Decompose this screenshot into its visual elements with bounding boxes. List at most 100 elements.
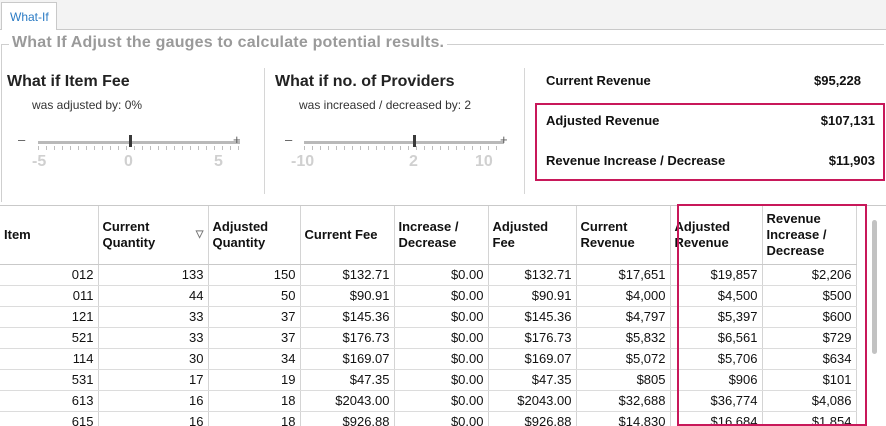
table-cell: $4,797 [576, 306, 671, 328]
table-cell: $0.00 [394, 327, 489, 349]
table-cell: $926.88 [300, 411, 395, 426]
table-cell: $47.35 [300, 369, 395, 391]
table-cell: $90.91 [300, 285, 395, 307]
table-cell: $0.00 [394, 348, 489, 370]
table-cell: $145.36 [488, 306, 577, 328]
table-cell: 16 [98, 411, 209, 426]
table-cell: $47.35 [488, 369, 577, 391]
slider-max-label: 10 [475, 153, 493, 170]
table-cell: $0.00 [394, 264, 489, 286]
providers-subtitle: was increased / decreased by: 2 [299, 98, 472, 112]
column-header-current-revenue[interactable]: Current Revenue [576, 206, 671, 265]
table-cell: $4,500 [670, 285, 763, 307]
results-table: Item Current Quantity ▽ Adjusted Quantit… [0, 206, 857, 426]
providers-slider[interactable]: – + -10 2 10 [285, 132, 511, 177]
table-cell: $906 [670, 369, 763, 391]
table-row[interactable]: 521 33 37 $176.73 $0.00 $176.73 $5,832 $6,561 $7… [0, 327, 857, 349]
column-header-increase-decrease[interactable]: Increase / Decrease [394, 206, 489, 265]
table-cell: 37 [208, 327, 301, 349]
tab-strip: What-If [0, 0, 886, 30]
sort-icon[interactable]: ▽ [195, 229, 204, 240]
table-cell: $17,651 [576, 264, 671, 286]
slider-value-label: 0 [124, 153, 133, 170]
table-cell: $729 [762, 327, 857, 349]
column-header-current-fee[interactable]: Current Fee [300, 206, 395, 265]
table-cell: $5,832 [576, 327, 671, 349]
increase-icon[interactable]: + [233, 132, 241, 147]
tab-what-if[interactable]: What-If [1, 2, 57, 30]
table-cell: $0.00 [394, 285, 489, 307]
table-cell: $500 [762, 285, 857, 307]
table-cell: $600 [762, 306, 857, 328]
table-cell: 37 [208, 306, 301, 328]
adjusted-revenue-value: $107,131 [820, 113, 875, 128]
column-header-adjusted-revenue[interactable]: Adjusted Revenue [670, 206, 763, 265]
table-cell: $5,397 [670, 306, 763, 328]
results-table-area: Item Current Quantity ▽ Adjusted Quantit… [0, 205, 886, 426]
column-header-label: Current Quantity [102, 218, 156, 250]
column-header-revenue-change[interactable]: Revenue Increase / Decrease [762, 206, 857, 265]
current-revenue-label: Current Revenue [546, 73, 651, 88]
table-cell: $169.07 [300, 348, 395, 370]
vertical-scrollbar[interactable] [872, 220, 877, 354]
table-cell: $101 [762, 369, 857, 391]
decrease-icon[interactable]: – [18, 132, 26, 147]
item-fee-slider[interactable]: – + -5 0 5 [18, 132, 244, 177]
table-header-row: Item Current Quantity ▽ Adjusted Quantit… [0, 206, 857, 265]
table-cell: $90.91 [488, 285, 577, 307]
table-row[interactable]: 011 44 50 $90.91 $0.00 $90.91 $4,000 $4,500 $500 [0, 285, 857, 307]
table-cell: 521 [0, 327, 99, 349]
adjusted-revenue-highlight [535, 103, 885, 181]
table-cell: $132.71 [300, 264, 395, 286]
table-body: 012 133 150 $132.71 $0.00 $132.71 $17,651 $19,8… [0, 264, 857, 426]
current-revenue-value: $95,228 [814, 73, 861, 88]
table-row[interactable]: 615 16 18 $926.88 $0.00 $926.88 $14,830 $16,684… [0, 411, 857, 426]
providers-title: What if no. of Providers [275, 73, 455, 90]
increase-icon[interactable]: + [500, 132, 508, 147]
divider [264, 68, 265, 194]
column-header-item[interactable]: Item [0, 206, 99, 265]
slider-track[interactable] [38, 141, 240, 144]
table-cell: $5,706 [670, 348, 763, 370]
table-cell: 33 [98, 327, 209, 349]
slider-thumb[interactable] [129, 135, 132, 147]
table-cell: 012 [0, 264, 99, 286]
table-cell: 150 [208, 264, 301, 286]
slider-thumb[interactable] [413, 135, 416, 147]
item-fee-title: What if Item Fee [7, 73, 130, 90]
table-cell: 18 [208, 411, 301, 426]
slider-track[interactable] [304, 141, 504, 144]
group-title: What If Adjust the gauges to calculate p… [9, 34, 448, 52]
column-header-current-quantity[interactable]: Current Quantity ▽ [98, 206, 209, 265]
table-cell: $2043.00 [488, 390, 577, 412]
slider-max-label: 5 [214, 153, 223, 170]
adjusted-revenue-label: Adjusted Revenue [546, 113, 660, 128]
table-row[interactable]: 012 133 150 $132.71 $0.00 $132.71 $17,651 $19,8… [0, 264, 857, 286]
table-cell: $176.73 [488, 327, 577, 349]
table-cell: $145.36 [300, 306, 395, 328]
table-cell: $0.00 [394, 369, 489, 391]
table-row[interactable]: 121 33 37 $145.36 $0.00 $145.36 $4,797 $5,397 $6… [0, 306, 857, 328]
slider-ticks [38, 146, 240, 150]
column-header-adjusted-fee[interactable]: Adjusted Fee [488, 206, 577, 265]
slider-value-label: 2 [409, 153, 418, 170]
column-header-adjusted-quantity[interactable]: Adjusted Quantity [208, 206, 301, 265]
table-cell: 16 [98, 390, 209, 412]
revenue-columns-highlight [677, 204, 867, 426]
table-cell: 33 [98, 306, 209, 328]
decrease-icon[interactable]: – [285, 132, 293, 147]
table-cell: 114 [0, 348, 99, 370]
item-fee-subtitle: was adjusted by: 0% [32, 98, 143, 112]
table-cell: $14,830 [576, 411, 671, 426]
table-cell: 30 [98, 348, 209, 370]
table-cell: 531 [0, 369, 99, 391]
table-cell: 011 [0, 285, 99, 307]
table-cell: 17 [98, 369, 209, 391]
table-row[interactable]: 531 17 19 $47.35 $0.00 $47.35 $805 $906 $101 [0, 369, 857, 391]
table-row[interactable]: 114 30 34 $169.07 $0.00 $169.07 $5,072 $5,706 $6… [0, 348, 857, 370]
table-cell: $132.71 [488, 264, 577, 286]
table-cell: 44 [98, 285, 209, 307]
table-cell: $176.73 [300, 327, 395, 349]
table-row[interactable]: 613 16 18 $2043.00 $0.00 $2043.00 $32,688 $36,7… [0, 390, 857, 412]
